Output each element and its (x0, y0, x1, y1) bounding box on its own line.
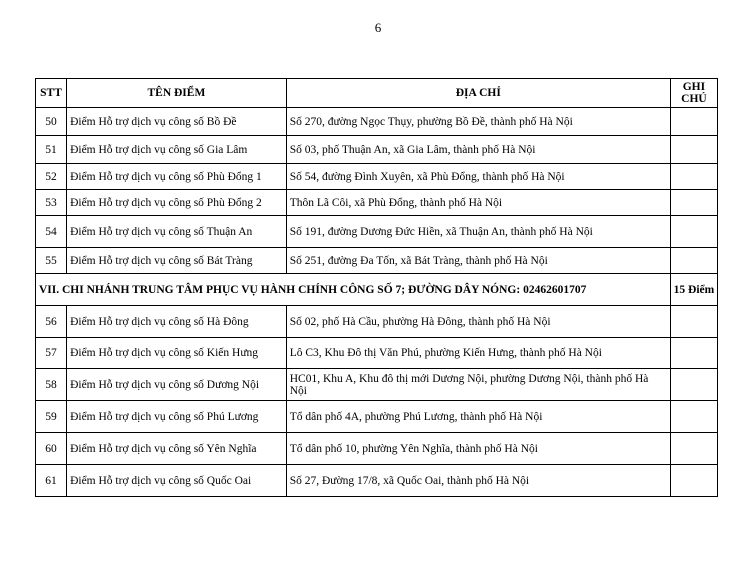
row-name: Điểm Hỗ trợ dịch vụ công số Phú Lương (66, 400, 287, 433)
row-address: HC01, Khu A, Khu đô thị mới Dương Nội, p… (285, 368, 671, 401)
row-note (669, 135, 719, 164)
row-note (669, 400, 719, 433)
header-note: GHI CHÚ (669, 78, 719, 108)
row-name: Điểm Hỗ trợ dịch vụ công số Bát Tràng (66, 247, 287, 274)
table-row: 55 Điểm Hỗ trợ dịch vụ công số Bát Tràng S… (34, 247, 719, 274)
row-stt: 53 (34, 189, 68, 216)
row-address: Số 270, đường Ngọc Thụy, phường Bồ Đề, t… (285, 107, 671, 136)
table-header: STT TÊN ĐIỂM ĐỊA CHỈ GHI CHÚ (34, 78, 719, 108)
row-stt: 51 (34, 135, 68, 164)
row-note (669, 163, 719, 190)
row-note (669, 464, 719, 497)
table-row: 57 Điểm Hỗ trợ dịch vụ công số Kiến Hưng L… (34, 337, 719, 369)
table-row: 61 Điểm Hỗ trợ dịch vụ công số Quốc Oai Số… (34, 464, 719, 497)
row-name: Điểm Hỗ trợ dịch vụ công số Kiến Hưng (66, 337, 287, 369)
section-title: VII. CHI NHÁNH TRUNG TÂM PHỤC VỤ HÀNH CH… (35, 273, 671, 306)
row-address: Lô C3, Khu Đô thị Văn Phú, phường Kiến H… (285, 337, 671, 369)
row-stt: 54 (34, 215, 68, 248)
table-row: 60 Điểm Hỗ trợ dịch vụ công số Yên Nghĩa T… (34, 432, 719, 465)
row-address: Số 03, phố Thuận An, xã Gia Lâm, thành p… (285, 135, 671, 164)
table-row: 54 Điểm Hỗ trợ dịch vụ công số Thuận An Số… (34, 215, 719, 248)
section-count: 15 Điểm (669, 273, 719, 306)
row-name: Điểm Hỗ trợ dịch vụ công số Bồ Đề (66, 107, 287, 136)
row-address: Số 02, phố Hà Cầu, phường Hà Đông, thành… (285, 305, 671, 338)
row-stt: 52 (34, 163, 68, 190)
table-row: 51 Điểm Hỗ trợ dịch vụ công số Gia Lâm Số … (34, 135, 719, 164)
table-row: 53 Điểm Hỗ trợ dịch vụ công số Phù Đổng 2… (34, 189, 719, 216)
row-address: Số 251, đường Đa Tốn, xã Bát Tràng, thàn… (285, 247, 671, 274)
row-name: Điểm Hỗ trợ dịch vụ công số Phù Đổng 2 (66, 189, 287, 216)
row-name: Điểm Hỗ trợ dịch vụ công số Hà Đông (66, 305, 287, 338)
table-row: 58 Điểm Hỗ trợ dịch vụ công số Dương Nội H… (34, 368, 719, 401)
row-stt: 50 (34, 107, 68, 136)
row-note (669, 305, 719, 338)
table-row: 50 Điểm Hỗ trợ dịch vụ công số Bồ Đề Số 27… (34, 107, 719, 136)
row-name: Điểm Hỗ trợ dịch vụ công số Dương Nội (66, 368, 287, 401)
table-row: 56 Điểm Hỗ trợ dịch vụ công số Hà Đông Số … (34, 305, 719, 338)
service-points-table: STT TÊN ĐIỂM ĐỊA CHỈ GHI CHÚ 50 Điểm Hỗ t… (34, 78, 719, 497)
header-name: TÊN ĐIỂM (66, 78, 287, 108)
row-name: Điểm Hỗ trợ dịch vụ công số Quốc Oai (66, 464, 287, 497)
row-note (669, 432, 719, 465)
row-note (669, 215, 719, 248)
row-address: Thôn Lã Côi, xã Phù Đổng, thành phố Hà N… (285, 189, 671, 216)
header-address: ĐỊA CHỈ (285, 78, 671, 108)
table-row: 59 Điểm Hỗ trợ dịch vụ công số Phú Lương T… (34, 400, 719, 433)
table-row: 52 Điểm Hỗ trợ dịch vụ công số Phù Đổng 1… (34, 163, 719, 190)
page-number: 6 (374, 20, 382, 35)
row-stt: 59 (34, 400, 68, 433)
row-note (669, 247, 719, 274)
row-address: Tổ dân phố 4A, phường Phú Lương, thành p… (285, 400, 671, 433)
row-address: Tổ dân phố 10, phường Yên Nghĩa, thành p… (285, 432, 671, 465)
row-address: Số 27, Đường 17/8, xã Quốc Oai, thành ph… (285, 464, 671, 497)
row-note (669, 337, 719, 369)
row-note (669, 189, 719, 216)
header-stt: STT (34, 78, 68, 108)
row-stt: 57 (34, 337, 68, 369)
row-stt: 55 (34, 247, 68, 274)
row-address: Số 191, đường Dương Đức Hiền, xã Thuận A… (285, 215, 671, 248)
row-stt: 60 (34, 432, 68, 465)
row-name: Điểm Hỗ trợ dịch vụ công số Gia Lâm (66, 135, 287, 164)
row-note (669, 107, 719, 136)
row-name: Điểm Hỗ trợ dịch vụ công số Thuận An (66, 215, 287, 248)
row-stt: 56 (34, 305, 68, 338)
row-stt: 58 (34, 368, 68, 401)
row-name: Điểm Hỗ trợ dịch vụ công số Phù Đổng 1 (66, 163, 287, 190)
row-name: Điểm Hỗ trợ dịch vụ công số Yên Nghĩa (66, 432, 287, 465)
row-address: Số 54, đường Đình Xuyên, xã Phù Đổng, th… (285, 163, 671, 190)
section-row: VII. CHI NHÁNH TRUNG TÂM PHỤC VỤ HÀNH CH… (35, 273, 719, 306)
row-note (669, 368, 719, 401)
row-stt: 61 (34, 464, 68, 497)
